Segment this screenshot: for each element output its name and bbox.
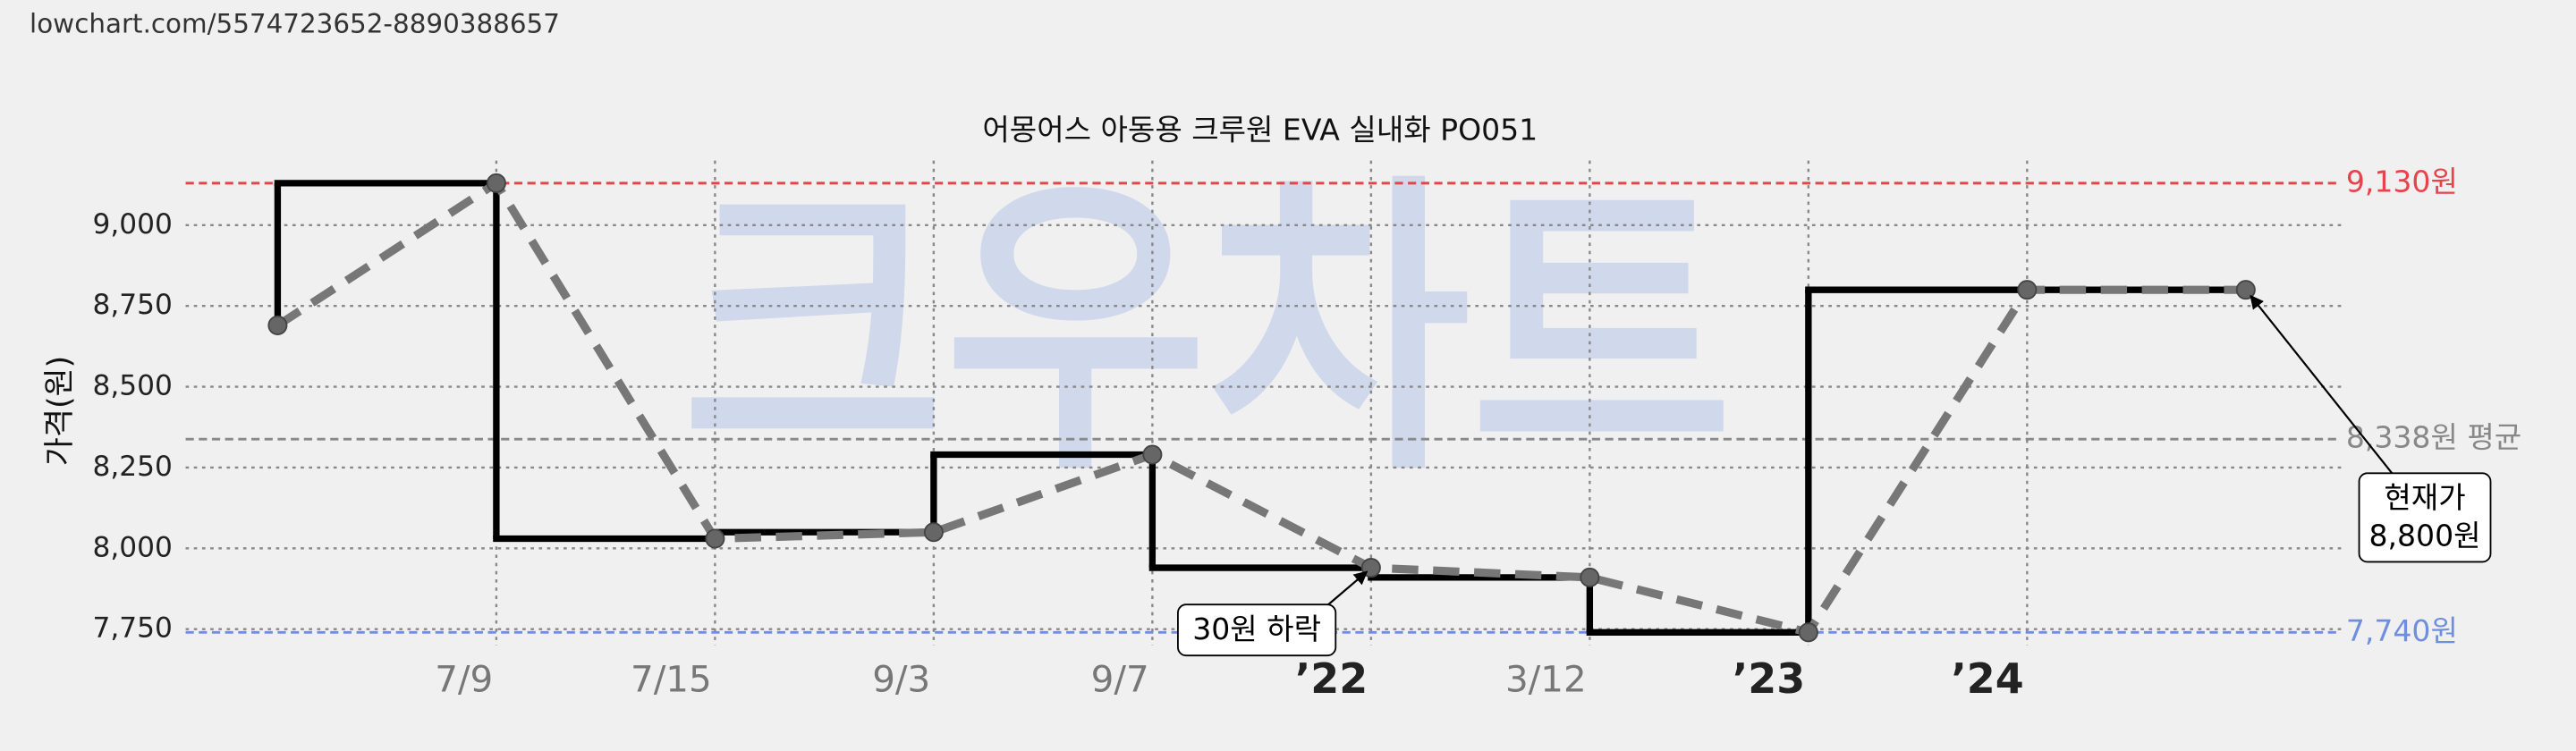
y-tick-label: 7,750 — [92, 612, 172, 645]
y-tick-label: 8,250 — [92, 451, 172, 483]
x-tick-label: 7/9 — [435, 658, 493, 701]
x-tick-label: ’23 — [1733, 654, 1805, 703]
annotation-box — [1177, 603, 1337, 657]
x-tick-label: ’24 — [1951, 654, 2023, 703]
point — [923, 522, 944, 543]
point — [1580, 567, 1600, 587]
y-axis-label: 가격(원) — [42, 356, 78, 466]
watermark: 크우차트 — [682, 150, 1733, 513]
annotation-text: 현재가 — [2384, 480, 2465, 515]
y-tick-label: 8,500 — [92, 370, 172, 402]
x-tick-label: ’22 — [1295, 654, 1368, 703]
x-tick-label: 9/3 — [872, 658, 930, 701]
point — [486, 173, 506, 193]
x-tick-label: 9/7 — [1091, 658, 1149, 701]
annotation-arrow — [2250, 294, 2394, 474]
reference-label: 8,338원 평균 — [2346, 420, 2521, 455]
point — [705, 528, 725, 549]
x-tick-label: 7/15 — [631, 658, 712, 701]
point — [2235, 280, 2256, 300]
point — [1142, 444, 1163, 465]
annotation-text: 8,800원 — [2369, 518, 2481, 553]
point — [267, 315, 288, 335]
y-tick-label: 8,000 — [92, 531, 172, 563]
annotation-arrow — [1321, 570, 1368, 611]
x-tick-label: 3/12 — [1505, 658, 1587, 701]
point — [1798, 622, 1818, 643]
annotation-box — [2358, 472, 2492, 563]
reference-label: 9,130원 — [2346, 164, 2458, 198]
price-line — [275, 177, 2246, 637]
point — [2017, 280, 2038, 300]
annotation-text: 30원 하락 — [1192, 612, 1321, 646]
url: lowchart.com/5574723652-8890388657 — [30, 8, 560, 38]
reference-label: 7,740원 — [2346, 613, 2458, 648]
chart-title: 어몽어스 아동용 크루원 EVA 실내화 PO051 — [982, 113, 1538, 148]
y-tick-label: 9,000 — [92, 208, 172, 240]
y-tick-label: 8,750 — [92, 289, 172, 321]
